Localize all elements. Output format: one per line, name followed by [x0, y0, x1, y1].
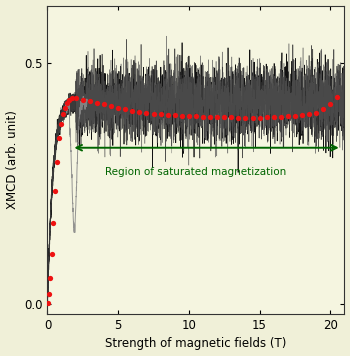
Y-axis label: XMCD (arb. unit): XMCD (arb. unit)	[6, 110, 19, 209]
X-axis label: Strength of magnetic fields (T): Strength of magnetic fields (T)	[105, 337, 287, 350]
Text: Region of saturated magnetization: Region of saturated magnetization	[105, 167, 287, 177]
